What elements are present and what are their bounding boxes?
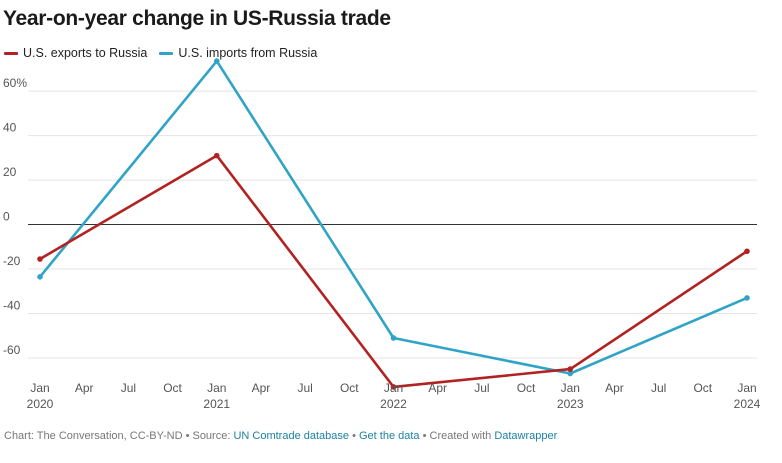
data-point-imports [567,370,574,377]
legend-label-imports: U.S. imports from Russia [178,46,318,60]
data-point-exports [390,384,397,390]
data-point-imports [213,58,220,64]
legend-item-imports: U.S. imports from Russia [159,46,317,60]
chart-title: Year-on-year change in US-Russia trade [3,7,391,30]
y-tick-label: 20 [3,165,17,179]
legend-swatch-exports [4,51,18,55]
y-tick-label: -40 [3,299,21,313]
x-tick-year-label: 2021 [203,397,230,411]
y-tick-label: -20 [3,254,21,268]
x-tick-label: Jan [207,381,226,395]
x-tick-year-label: 2020 [27,397,54,411]
data-point-exports [744,248,750,255]
data-point-exports [213,152,220,159]
x-tick-label: Jul [651,381,666,395]
data-point-imports [390,335,397,341]
x-tick-label: Jan [737,381,756,395]
x-tick-label: Oct [693,381,712,395]
x-tick-label: Apr [252,381,271,395]
x-tick-year-label: 2023 [557,397,584,411]
legend-item-exports: U.S. exports to Russia [4,46,147,60]
x-tick-label: Jan [561,381,580,395]
data-point-imports [744,295,750,301]
x-tick-year-label: 2024 [734,397,761,411]
y-tick-label: -60 [3,343,21,357]
y-tick-label: 0 [3,210,10,224]
y-tick-label: 60% [3,76,27,90]
footer-credit: Chart: The Conversation, CC-BY-ND • Sour… [4,430,234,442]
footer-separator: • [349,430,359,442]
x-tick-label: Oct [517,381,536,395]
x-tick-label: Oct [340,381,359,395]
x-tick-label: Apr [428,381,447,395]
y-tick-label: 40 [3,121,17,135]
x-tick-label: Jul [474,381,489,395]
data-point-imports [37,274,43,280]
datawrapper-link[interactable]: Datawrapper [494,430,558,442]
x-tick-label: Jul [121,381,136,395]
x-tick-label: Jul [297,381,312,395]
legend-label-exports: U.S. exports to Russia [23,46,148,60]
x-tick-label: Jan [30,381,49,395]
x-tick-label: Jan [384,381,403,395]
series-line-imports [38,59,749,375]
x-tick-label: Oct [163,381,182,395]
data-point-exports [37,256,43,262]
x-tick-year-label: 2022 [380,397,407,411]
data-point-exports [567,366,574,372]
footer-created-with: • Created with [419,430,495,442]
get-data-link[interactable]: Get the data [358,430,420,442]
x-tick-label: Apr [75,381,94,395]
legend: U.S. exports to Russia U.S. imports from… [4,46,329,60]
x-tick-label: Apr [605,381,624,395]
source-link[interactable]: UN Comtrade database [233,430,350,442]
legend-swatch-imports [159,51,174,55]
series-line-exports [38,154,749,389]
chart-footer: Chart: The Conversation, CC-BY-ND • Sour… [4,430,557,442]
